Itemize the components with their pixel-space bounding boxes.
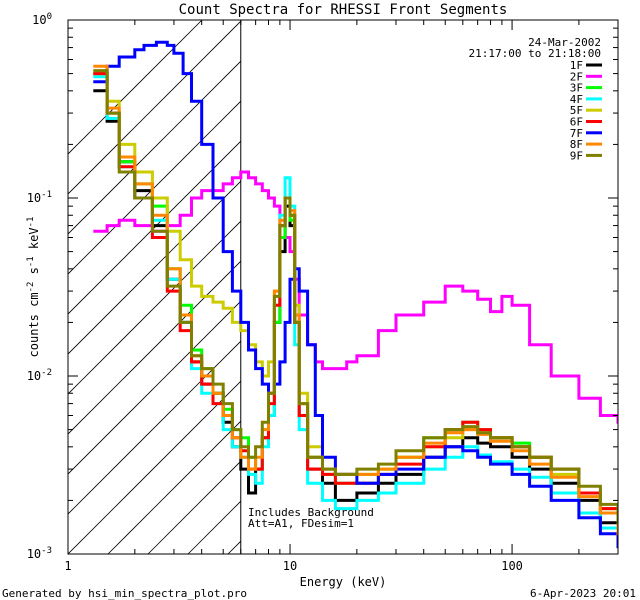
- x-tick-label: 1: [64, 559, 71, 573]
- legend-label-7f: 7F: [570, 127, 583, 140]
- series-5f: [93, 72, 618, 530]
- legend-label-6f: 6F: [570, 116, 583, 129]
- date-label: 24-Mar-2002: [528, 36, 601, 49]
- footer-generator: Generated by hsi_min_spectra_plot.pro: [2, 587, 247, 600]
- axis-tick-labels: 1 10 100 100 10-1 10-2 10-3: [27, 12, 523, 573]
- chart-title: Count Spectra for RHESSI Front Segments: [179, 2, 508, 18]
- x-tick-label: 10: [283, 559, 297, 573]
- y-tick-label: 10-1: [27, 190, 52, 205]
- series-2f: [93, 170, 618, 424]
- hatch-line: [107, 420, 241, 554]
- x-tick-label: 100: [501, 559, 523, 573]
- hatch-line: [147, 460, 241, 554]
- series-8f: [93, 64, 618, 536]
- y-tick-label: 10-3: [27, 546, 52, 561]
- plot-frame: [67, 19, 619, 555]
- annotation-attenuator: Att=A1, FDesim=1: [248, 517, 354, 530]
- legend-label-8f: 8F: [570, 138, 583, 151]
- axis-ticks: [67, 19, 619, 555]
- hatch-line: [68, 340, 241, 515]
- annotation-background: Includes Background: [248, 506, 374, 519]
- legend-label-4f: 4F: [570, 93, 583, 106]
- hatch-line: [68, 180, 241, 355]
- legend-label-9f: 9F: [570, 149, 583, 162]
- legend-label-3f: 3F: [570, 82, 583, 95]
- hatch-line: [68, 140, 241, 315]
- x-axis-label: Energy (keV): [300, 575, 387, 589]
- series-3f: [93, 72, 618, 530]
- legend-label-1f: 1F: [570, 59, 583, 72]
- series-7f: [93, 40, 618, 549]
- series-9f: [93, 69, 618, 525]
- hatch-line: [68, 380, 241, 554]
- attenuator-hatch: [68, 20, 640, 554]
- time-range-label: 21:17:00 to 21:18:00: [469, 47, 601, 60]
- y-tick-label: 10-2: [27, 368, 52, 383]
- hatch-line: [68, 260, 241, 435]
- hatch-line: [68, 100, 241, 275]
- series-6f: [93, 72, 618, 530]
- series-group: [93, 40, 618, 549]
- hatch-line: [68, 20, 241, 195]
- footer-timestamp: 6-Apr-2023 20:01: [530, 587, 636, 600]
- y-tick-label: 100: [32, 12, 52, 27]
- legend-label-5f: 5F: [570, 104, 583, 117]
- hatch-line: [68, 60, 241, 235]
- y-axis-label: counts cm-2 s-1 keV-1: [26, 217, 41, 358]
- hatch-line: [628, 20, 640, 554]
- legend-label-2f: 2F: [570, 70, 583, 83]
- hatch-line: [68, 300, 241, 475]
